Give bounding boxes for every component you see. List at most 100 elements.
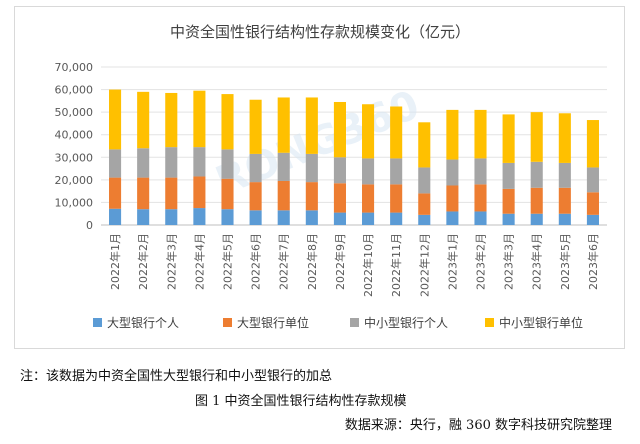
bar-segment — [362, 158, 375, 185]
y-tick-label: 40,000 — [55, 129, 94, 142]
bar-segment — [362, 104, 375, 159]
bar-segment — [418, 214, 431, 225]
bar-segment — [474, 184, 487, 212]
x-tick-label: 2022年12月 — [417, 233, 431, 297]
bar-segment — [530, 213, 543, 225]
bar-segment — [277, 180, 290, 211]
bar-segment — [137, 91, 150, 149]
legend-label: 大型银行个人 — [107, 316, 179, 330]
bar-segment — [277, 97, 290, 153]
x-tick-label: 2022年8月 — [305, 233, 319, 290]
figure-caption: 图 1 中资全国性银行结构性存款规模 — [195, 394, 407, 409]
legend-swatch — [350, 318, 359, 327]
chart-note: 注：该数据为中资全国性大型银行和中小型银行的加总 — [20, 369, 333, 384]
x-tick-label: 2023年5月 — [558, 233, 572, 290]
bar-segment — [193, 147, 206, 177]
legend-item: 大型银行个人 — [93, 316, 179, 330]
legend-swatch — [485, 318, 494, 327]
bar-segment — [530, 112, 543, 162]
bar-segment — [530, 187, 543, 214]
y-tick-label: 10,000 — [55, 196, 94, 209]
bar-segment — [333, 183, 346, 213]
x-tick-label: 2022年1月 — [108, 233, 122, 290]
bar-segment — [221, 209, 234, 225]
bar-segment — [109, 177, 122, 209]
bar-segment — [137, 148, 150, 178]
legend-label: 中小型银行单位 — [499, 315, 583, 330]
bar-segment — [249, 182, 262, 211]
x-tick-label: 2023年6月 — [586, 233, 600, 290]
bar-segment — [586, 192, 599, 215]
x-tick-label: 2022年3月 — [164, 233, 178, 290]
bar-segment — [249, 210, 262, 225]
bar-segment — [474, 158, 487, 185]
bar-segment — [249, 99, 262, 154]
bar-segment — [418, 122, 431, 168]
bar-segment — [586, 214, 599, 225]
bar-segment — [390, 184, 403, 213]
bar-segment — [586, 120, 599, 168]
bar-segment — [249, 153, 262, 183]
y-tick-label: 50,000 — [55, 106, 94, 119]
bar-segment — [109, 89, 122, 150]
bar-segment — [165, 177, 178, 210]
y-tick-label: 30,000 — [55, 151, 94, 164]
legend-label: 大型银行单位 — [237, 315, 309, 330]
bar-segment — [558, 162, 571, 188]
bar-segment — [502, 114, 515, 163]
x-tick-label: 2022年11月 — [389, 233, 403, 297]
stacked-bar-chart: 中资全国性银行结构性存款规模变化（亿元） RONG360 010,00020,0… — [55, 23, 607, 330]
x-tick-label: 2023年3月 — [502, 233, 516, 290]
bar-segment — [558, 213, 571, 225]
chart-title: 中资全国性银行结构性存款规模变化（亿元） — [170, 23, 470, 41]
x-tick-label: 2022年6月 — [249, 233, 263, 290]
bar-segment — [165, 92, 178, 148]
bar-segment — [277, 152, 290, 181]
x-axis-ticks: 2022年1月 2022年2月 2022年3月 2022年4月 2022年5月 2022年… — [108, 233, 600, 297]
grid-layer — [101, 66, 607, 226]
legend-item: 大型银行单位 — [223, 315, 309, 330]
x-tick-label: 2022年10月 — [361, 233, 375, 297]
data-source: 数据来源：央行，融 360 数字科技研究院整理 — [344, 418, 612, 433]
bar-segment — [446, 109, 459, 160]
bar-segment — [446, 211, 459, 225]
x-tick-label: 2022年7月 — [277, 233, 291, 290]
bar-segment — [109, 149, 122, 178]
bar-segment — [165, 209, 178, 225]
bar-segment — [333, 101, 346, 158]
bar-segment — [502, 188, 515, 214]
bar-segment — [137, 177, 150, 210]
bar-segment — [221, 178, 234, 210]
bar-segment — [558, 187, 571, 214]
bar-layer — [109, 89, 599, 225]
bar-segment — [221, 149, 234, 179]
bar-segment — [165, 147, 178, 178]
bar-segment — [305, 97, 318, 154]
legend-item: 中小型银行个人 — [350, 315, 448, 330]
chart-frame: 中资全国性银行结构性存款规模变化（亿元） RONG360 010,00020,0… — [14, 6, 625, 349]
bar-segment — [390, 158, 403, 185]
bar-segment — [305, 153, 318, 183]
legend-swatch — [223, 318, 232, 327]
bar-segment — [586, 167, 599, 193]
y-tick-label: 0 — [86, 219, 93, 232]
bar-segment — [333, 212, 346, 225]
bar-segment — [362, 184, 375, 213]
bar-segment — [193, 90, 206, 148]
legend-item: 中小型银行单位 — [485, 315, 583, 330]
bar-segment — [109, 208, 122, 225]
bar-segment — [418, 167, 431, 194]
x-tick-label: 2022年4月 — [192, 233, 206, 290]
x-tick-label: 2023年1月 — [445, 233, 459, 290]
bar-segment — [446, 159, 459, 186]
bar-segment — [474, 211, 487, 225]
bar-segment — [277, 210, 290, 225]
bar-segment — [530, 161, 543, 188]
x-tick-label: 2022年2月 — [136, 233, 150, 290]
bar-segment — [193, 176, 206, 209]
y-axis-ticks: 0 10,000 20,000 30,000 40,000 50,000 60,000 70,… — [55, 61, 94, 232]
bar-segment — [362, 212, 375, 225]
legend: 大型银行个人 大型银行单位 中小型银行个人 中小型银行单位 — [93, 315, 583, 330]
bar-segment — [474, 109, 487, 159]
x-tick-label: 2023年2月 — [474, 233, 488, 290]
